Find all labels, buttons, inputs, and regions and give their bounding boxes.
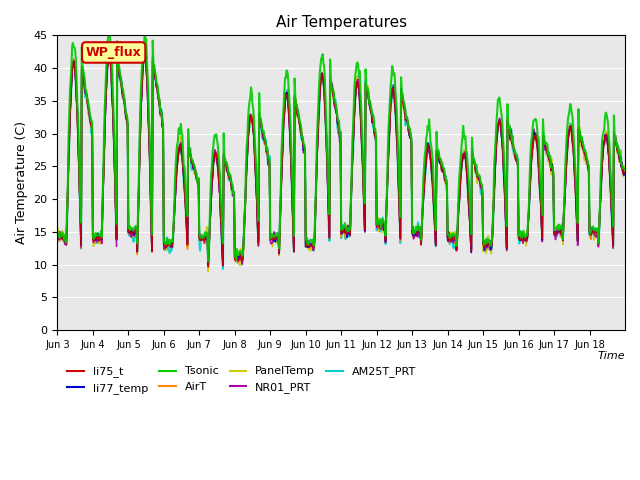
Y-axis label: Air Temperature (C): Air Temperature (C) — [15, 121, 28, 244]
Title: Air Temperatures: Air Temperatures — [276, 15, 407, 30]
Text: Time: Time — [597, 351, 625, 361]
Legend: li75_t, li77_temp, Tsonic, AirT, PanelTemp, NR01_PRT, AM25T_PRT: li75_t, li77_temp, Tsonic, AirT, PanelTe… — [63, 362, 420, 398]
Text: WP_flux: WP_flux — [86, 46, 141, 59]
